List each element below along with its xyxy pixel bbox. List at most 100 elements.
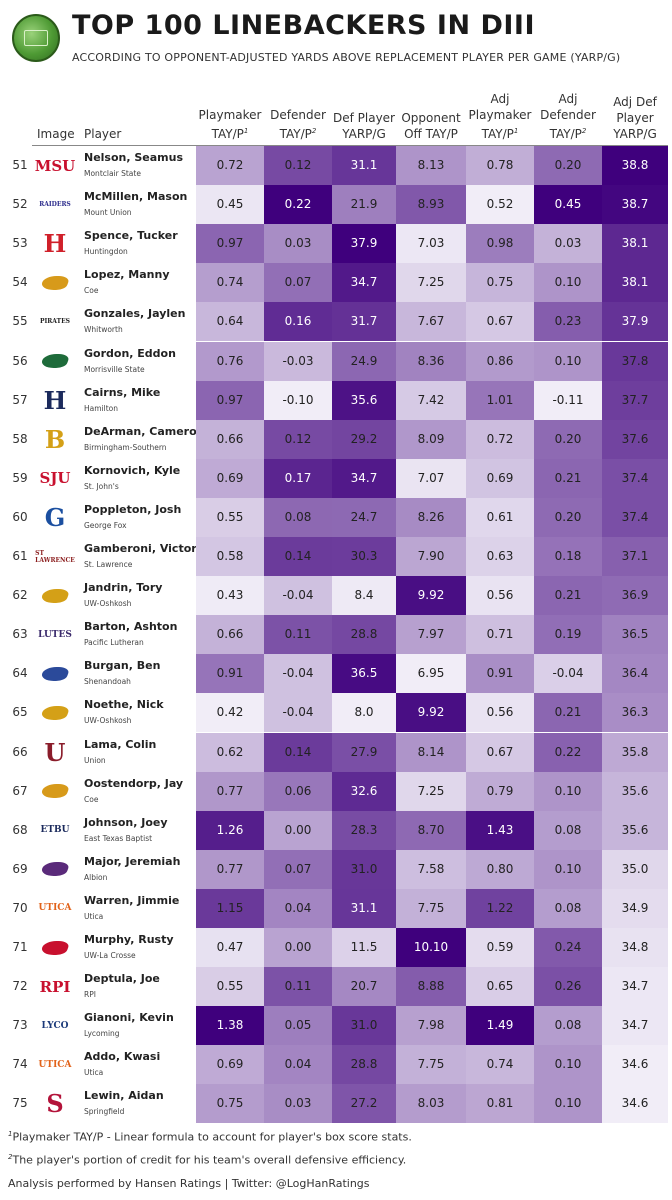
def-player-cell: 29.2 bbox=[332, 419, 396, 459]
school-logo-text: SJU bbox=[39, 469, 71, 488]
playmaker-cell: 0.47 bbox=[196, 928, 264, 967]
table-row: 68 ETBU Johnson, Joey East Texas Baptist 1.2… bbox=[0, 810, 672, 850]
def-player-cell: 37.9 bbox=[332, 224, 396, 264]
adj-defender-cell: 0.10 bbox=[534, 849, 602, 889]
adj-def-player-cell: 34.7 bbox=[602, 1006, 668, 1046]
school-name: UW-Oshkosh bbox=[84, 716, 132, 726]
table-row: 56 Gordon, Eddon Morrisville State 0.76 -0.0… bbox=[0, 341, 672, 381]
school-logo-text bbox=[39, 862, 71, 877]
adj-defender-cell: 0.19 bbox=[534, 615, 602, 655]
school-logo-icon: U bbox=[38, 737, 72, 767]
table-row: 75 S Lewin, Aidan Springfield 0.75 0.03 27.2 8.… bbox=[0, 1084, 672, 1124]
rank-cell: 64 bbox=[12, 666, 28, 681]
rank-cell: 70 bbox=[12, 900, 28, 915]
adj-def-player-cell: 34.6 bbox=[602, 1045, 668, 1085]
school-logo-icon: LYCO bbox=[38, 1012, 72, 1039]
rank-cell: 72 bbox=[12, 979, 28, 994]
player-name: Warren, Jimmie bbox=[84, 893, 180, 907]
school-logo-text: RPI bbox=[39, 977, 71, 996]
rank-cell: 58 bbox=[12, 431, 28, 446]
playmaker-cell: 0.69 bbox=[196, 1045, 264, 1085]
adj-playmaker-cell: 0.69 bbox=[466, 458, 534, 498]
defender-cell: 0.12 bbox=[264, 419, 332, 459]
adj-playmaker-cell: 1.43 bbox=[466, 810, 534, 850]
school-name: UW-La Crosse bbox=[84, 951, 136, 960]
playmaker-cell: 0.77 bbox=[196, 771, 264, 811]
defender-cell: 0.17 bbox=[264, 458, 332, 498]
table-row: 70 UTICA Warren, Jimmie Utica 1.15 0.04 31.1 7.… bbox=[0, 888, 672, 928]
school-logo-text: U bbox=[44, 737, 66, 767]
adj-defender-cell: 0.10 bbox=[534, 1084, 602, 1124]
adj-playmaker-cell: 0.79 bbox=[466, 771, 534, 811]
def-player-cell: 27.9 bbox=[332, 732, 396, 772]
opponent-cell: 8.88 bbox=[396, 967, 466, 1007]
adj-playmaker-cell: 0.78 bbox=[466, 146, 534, 185]
adj-defender-cell: 0.18 bbox=[534, 537, 602, 576]
opponent-cell: 6.95 bbox=[396, 654, 466, 694]
adj-def-player-cell: 34.8 bbox=[602, 928, 668, 967]
school-logo-icon: UTICA bbox=[38, 1051, 72, 1078]
school-logo-icon: LUTES bbox=[38, 621, 72, 648]
adj-def-player-cell: 37.8 bbox=[602, 341, 668, 381]
rank-cell: 59 bbox=[12, 470, 28, 485]
defender-cell: 0.12 bbox=[264, 146, 332, 185]
player-name: Noethe, Nick bbox=[84, 698, 164, 712]
defender-cell: 0.07 bbox=[264, 263, 332, 303]
header-adj-playmaker: Adj Playmaker TAY/P1 bbox=[468, 92, 532, 141]
playmaker-cell: 0.97 bbox=[196, 380, 264, 420]
table-row: 58 B DeArman, Cameron Birmingham-Southern 0.… bbox=[0, 419, 672, 459]
defender-cell: 0.14 bbox=[264, 537, 332, 576]
player-name: Gianoni, Kevin bbox=[84, 1011, 174, 1025]
adj-def-player-cell: 37.9 bbox=[602, 302, 668, 342]
player-name: DeArman, Cameron bbox=[84, 424, 205, 438]
school-name: Coe bbox=[84, 286, 99, 296]
rank-cell: 65 bbox=[12, 705, 28, 720]
rank-cell: 51 bbox=[12, 158, 28, 172]
school-name: Utica bbox=[84, 1068, 104, 1078]
defender-cell: 0.00 bbox=[264, 810, 332, 850]
adj-playmaker-cell: 0.74 bbox=[466, 1045, 534, 1085]
table-row: 59 SJU Kornovich, Kyle St. John's 0.69 0.17 34… bbox=[0, 458, 672, 498]
school-name: Springfield bbox=[84, 1107, 125, 1117]
opponent-cell: 9.92 bbox=[396, 576, 466, 616]
player-name: Deptula, Joe bbox=[84, 972, 160, 986]
playmaker-cell: 0.45 bbox=[196, 185, 264, 225]
adj-playmaker-cell: 0.98 bbox=[466, 224, 534, 264]
adj-def-player-cell: 36.4 bbox=[602, 654, 668, 694]
school-name: Pacific Lutheran bbox=[84, 638, 144, 648]
footnote-2: 2The player's portion of credit for his … bbox=[8, 1153, 407, 1167]
header-player: Player bbox=[84, 127, 122, 141]
table-row: 67 Oostendorp, Jay Coe 0.77 0.06 32.6 7.25 0.79… bbox=[0, 771, 672, 811]
player-name: Spence, Tucker bbox=[84, 229, 178, 243]
school-logo-icon bbox=[38, 778, 72, 805]
opponent-cell: 10.10 bbox=[396, 928, 466, 967]
defender-cell: 0.11 bbox=[264, 615, 332, 655]
def-player-cell: 32.6 bbox=[332, 771, 396, 811]
adj-def-player-cell: 38.8 bbox=[602, 146, 668, 185]
defender-cell: 0.04 bbox=[264, 1045, 332, 1085]
playmaker-cell: 1.26 bbox=[196, 810, 264, 850]
opponent-cell: 8.09 bbox=[396, 419, 466, 459]
school-logo-text: MSU bbox=[34, 156, 76, 175]
adj-playmaker-cell: 0.81 bbox=[466, 1084, 534, 1124]
table-row: 64 Burgan, Ben Shenandoah 0.91 -0.04 36.5 6.95… bbox=[0, 654, 672, 694]
def-player-cell: 31.1 bbox=[332, 146, 396, 185]
def-player-cell: 21.9 bbox=[332, 185, 396, 225]
opponent-cell: 7.75 bbox=[396, 888, 466, 928]
player-name: Gonzales, Jaylen bbox=[84, 307, 186, 321]
adj-defender-cell: 0.24 bbox=[534, 928, 602, 967]
opponent-cell: 7.90 bbox=[396, 537, 466, 576]
defender-cell: 0.22 bbox=[264, 185, 332, 225]
playmaker-cell: 0.58 bbox=[196, 537, 264, 576]
adj-def-player-cell: 38.7 bbox=[602, 185, 668, 225]
table-row: 71 Murphy, Rusty UW-La Crosse 0.47 0.00 11.5 1… bbox=[0, 928, 672, 967]
rank-cell: 71 bbox=[12, 940, 28, 954]
player-name: Barton, Ashton bbox=[84, 620, 178, 634]
school-logo-text bbox=[39, 275, 71, 290]
adj-playmaker-cell: 0.75 bbox=[466, 263, 534, 303]
def-player-cell: 8.4 bbox=[332, 576, 396, 616]
opponent-cell: 7.67 bbox=[396, 302, 466, 342]
player-name: Lopez, Manny bbox=[84, 268, 170, 282]
adj-def-player-cell: 36.9 bbox=[602, 576, 668, 616]
rank-cell: 52 bbox=[12, 197, 28, 212]
